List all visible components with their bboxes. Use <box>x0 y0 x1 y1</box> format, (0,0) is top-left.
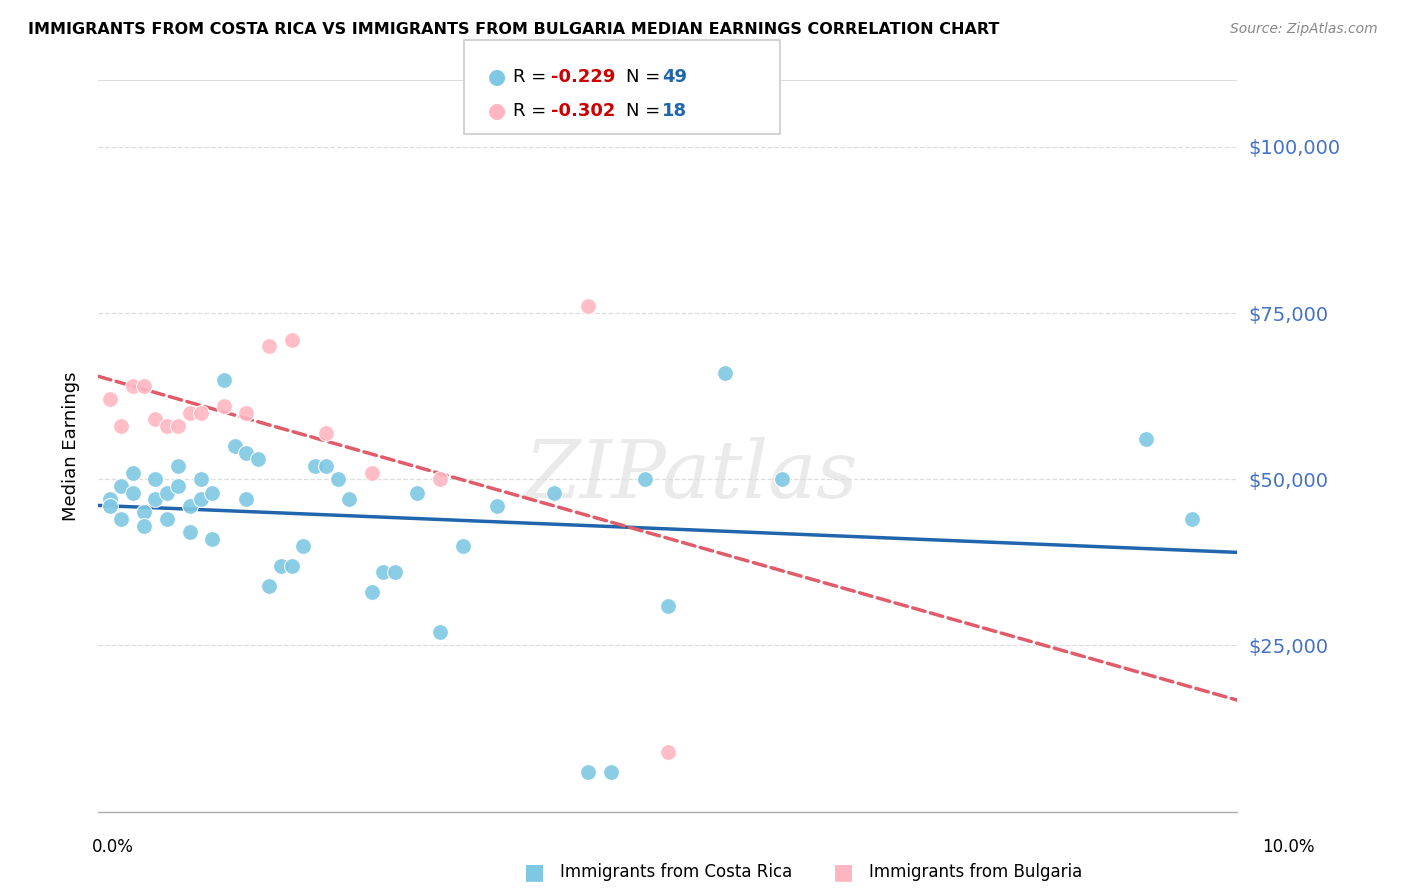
Point <box>304 458 326 473</box>
Point <box>315 458 337 473</box>
Point <box>121 379 143 393</box>
Point <box>270 558 292 573</box>
Text: -0.229: -0.229 <box>551 68 616 86</box>
Point <box>292 539 315 553</box>
Point <box>98 499 121 513</box>
Text: -0.302: -0.302 <box>551 102 616 120</box>
Text: 49: 49 <box>662 68 688 86</box>
Point <box>110 419 132 434</box>
Point <box>212 372 235 386</box>
Point <box>657 745 679 759</box>
Point <box>634 472 657 486</box>
Y-axis label: Median Earnings: Median Earnings <box>62 371 80 521</box>
Point <box>235 406 257 420</box>
Point <box>179 406 201 420</box>
Text: ZIPatlas: ZIPatlas <box>524 436 858 514</box>
Point <box>1135 433 1157 447</box>
Point <box>98 492 121 507</box>
Point <box>486 499 509 513</box>
Text: ■: ■ <box>524 863 544 882</box>
Point <box>110 512 132 526</box>
Point <box>98 392 121 407</box>
Point <box>121 485 143 500</box>
Point <box>281 558 304 573</box>
Point <box>576 764 599 779</box>
Point <box>132 518 155 533</box>
Text: Immigrants from Costa Rica: Immigrants from Costa Rica <box>560 863 792 881</box>
Point <box>145 492 167 507</box>
Text: 10.0%: 10.0% <box>1263 838 1315 855</box>
Point <box>384 566 406 580</box>
Point <box>235 492 257 507</box>
Point <box>714 366 737 380</box>
Point <box>576 299 599 313</box>
Point <box>259 339 281 353</box>
Point <box>132 379 155 393</box>
Point <box>235 445 257 459</box>
Text: R =: R = <box>513 102 553 120</box>
Point <box>429 472 451 486</box>
Point <box>360 585 382 599</box>
Point <box>145 412 167 426</box>
Point <box>190 406 212 420</box>
Point <box>315 425 337 440</box>
Point <box>167 419 190 434</box>
Text: ■: ■ <box>834 863 853 882</box>
Point <box>167 479 190 493</box>
Point <box>246 452 269 467</box>
Point <box>110 479 132 493</box>
Text: 18: 18 <box>662 102 688 120</box>
Text: ●: ● <box>488 101 506 120</box>
Point <box>600 764 623 779</box>
Point <box>201 485 224 500</box>
Text: 0.0%: 0.0% <box>91 838 134 855</box>
Point <box>145 472 167 486</box>
Point <box>429 625 451 640</box>
Point <box>657 599 679 613</box>
Point <box>224 439 246 453</box>
Point <box>326 472 349 486</box>
Point <box>281 333 304 347</box>
Point <box>190 492 212 507</box>
Point <box>259 579 281 593</box>
Point <box>337 492 360 507</box>
Point <box>156 485 179 500</box>
Text: Immigrants from Bulgaria: Immigrants from Bulgaria <box>869 863 1083 881</box>
Point <box>156 419 179 434</box>
Point <box>1181 512 1204 526</box>
Point <box>212 399 235 413</box>
Point <box>770 472 793 486</box>
Text: ●: ● <box>488 67 506 87</box>
Point <box>451 539 474 553</box>
Point <box>132 506 155 520</box>
Point <box>373 566 395 580</box>
Point <box>543 485 565 500</box>
Point <box>179 499 201 513</box>
Point <box>201 532 224 546</box>
Text: N =: N = <box>626 68 665 86</box>
Point <box>190 472 212 486</box>
Point <box>179 525 201 540</box>
Point <box>121 466 143 480</box>
Text: IMMIGRANTS FROM COSTA RICA VS IMMIGRANTS FROM BULGARIA MEDIAN EARNINGS CORRELATI: IMMIGRANTS FROM COSTA RICA VS IMMIGRANTS… <box>28 22 1000 37</box>
Point <box>167 458 190 473</box>
Point <box>406 485 429 500</box>
Text: Source: ZipAtlas.com: Source: ZipAtlas.com <box>1230 22 1378 37</box>
Point <box>156 512 179 526</box>
Text: N =: N = <box>626 102 665 120</box>
Point <box>360 466 382 480</box>
Text: R =: R = <box>513 68 553 86</box>
